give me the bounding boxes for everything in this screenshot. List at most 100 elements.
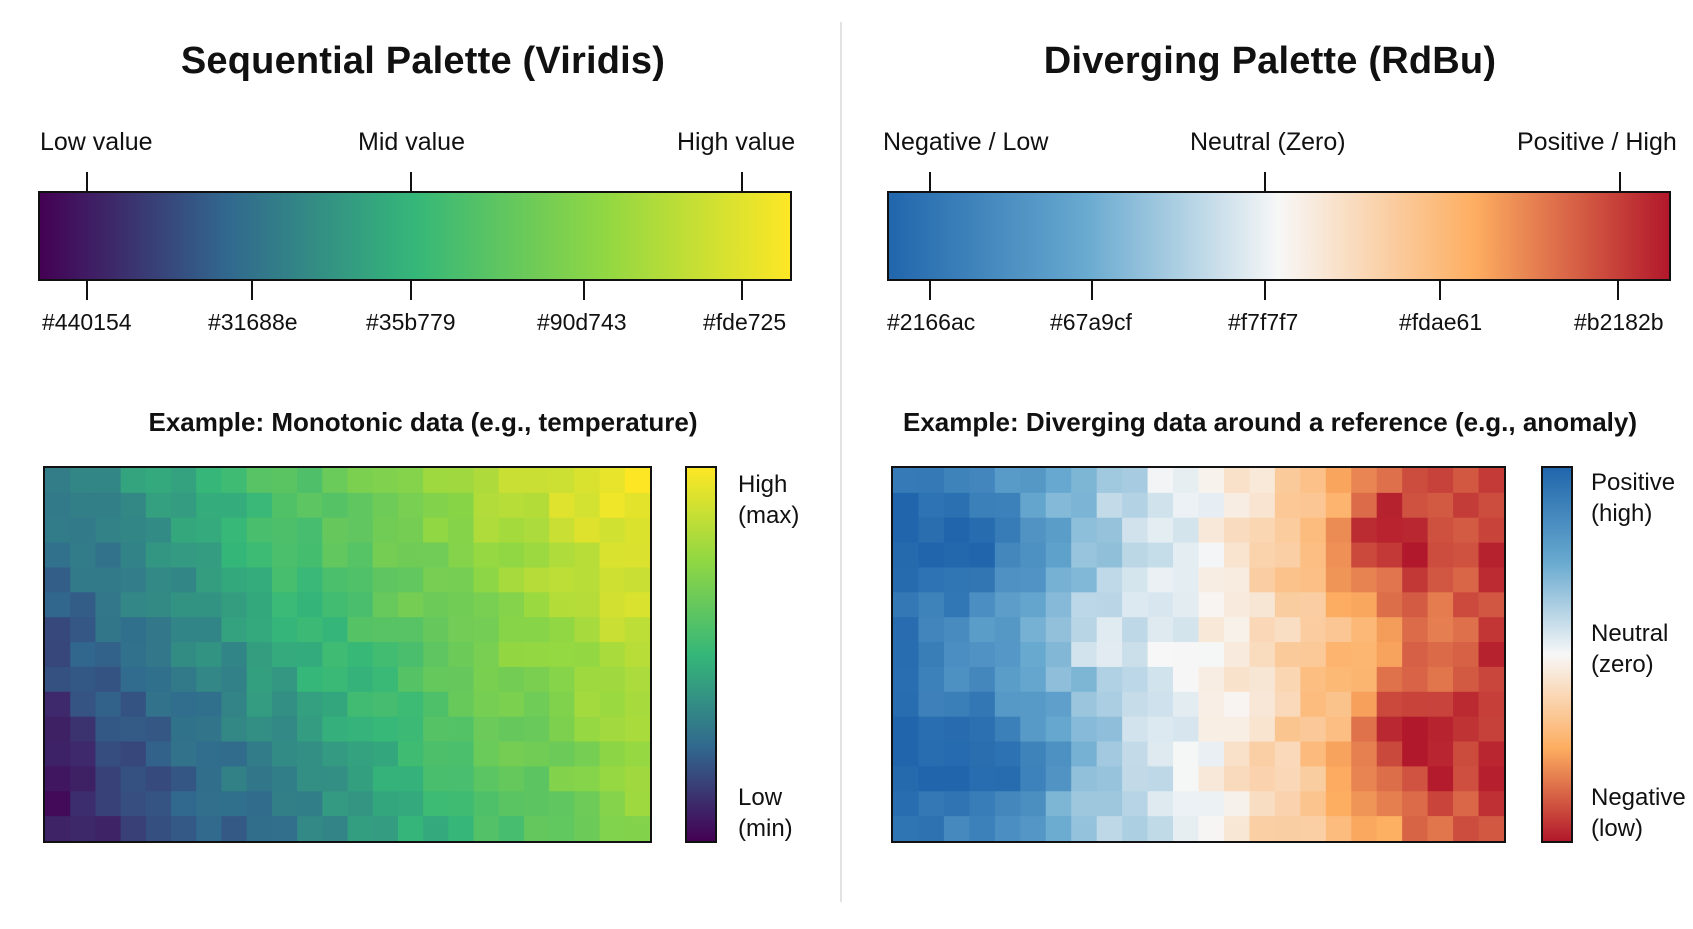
- sequential-heatmap-cell: [322, 492, 349, 519]
- sequential-heatmap-cell: [271, 517, 298, 544]
- ramp-top-tick: [929, 172, 931, 191]
- sequential-heatmap-cell: [473, 666, 500, 693]
- sequential-heatmap-cell: [549, 542, 575, 569]
- sequential-heatmap-cell: [448, 816, 475, 841]
- sequential-heatmap-cell: [322, 691, 349, 718]
- diverging-heatmap-cell: [1096, 766, 1123, 792]
- ramp-bottom-tick: [583, 281, 585, 300]
- sequential-heatmap-cell: [599, 642, 626, 668]
- ramp-bottom-tick: [1264, 281, 1266, 300]
- sequential-heatmap-cell: [574, 468, 601, 494]
- sequential-heatmap-cell: [423, 642, 449, 668]
- sequential-heatmap-cell: [372, 617, 399, 643]
- ramp-top-tick: [86, 172, 88, 191]
- diverging-heatmap-cell: [1402, 468, 1429, 494]
- sequential-heatmap-cell: [297, 492, 323, 519]
- sequential-heatmap-cell: [498, 617, 525, 643]
- diverging-heatmap-cell: [893, 741, 920, 767]
- sequential-heatmap-cell: [120, 542, 147, 569]
- sequential-heatmap-cell: [347, 567, 374, 593]
- sequential-heatmap-cell: [473, 468, 500, 494]
- sequential-heatmap-cell: [473, 716, 500, 743]
- sequential-heatmap-cell: [599, 766, 626, 792]
- sequential-heatmap-cell: [246, 592, 273, 618]
- sequential-heatmap-cell: [574, 816, 601, 841]
- diverging-heatmap-cell: [1173, 468, 1200, 494]
- diverging-heatmap-cell: [1274, 642, 1301, 668]
- diverging-heatmap-cell: [1020, 617, 1047, 643]
- sequential-heatmap-cell: [448, 691, 475, 718]
- diverging-heatmap-cell: [994, 542, 1021, 569]
- diverging-heatmap-cell: [1198, 517, 1225, 544]
- sequential-heatmap-cell: [271, 791, 298, 817]
- sequential-heatmap-cell: [297, 666, 323, 693]
- diverging-heatmap-cell: [1147, 542, 1174, 569]
- diverging-heatmap-cell: [1274, 766, 1301, 792]
- diverging-heatmap-cell: [1122, 691, 1149, 718]
- diverging-heatmap-cell: [1351, 468, 1378, 494]
- sequential-heatmap-cell: [473, 517, 500, 544]
- sequential-heatmap-cell: [574, 542, 601, 569]
- sequential-heatmap-cell: [347, 816, 374, 841]
- diverging-heatmap-cell: [1147, 766, 1174, 792]
- sequential-heatmap-cell: [624, 691, 650, 718]
- diverging-heatmap-cell: [1147, 816, 1174, 841]
- sequential-heatmap-cell: [498, 691, 525, 718]
- diverging-heatmap-cell: [1071, 716, 1098, 743]
- ramp-label-positive: Positive / High: [1517, 128, 1677, 156]
- sequential-heatmap-cell: [271, 816, 298, 841]
- diverging-heatmap-cell: [969, 592, 996, 618]
- sequential-heatmap-cell: [70, 716, 97, 743]
- diverging-heatmap-cell: [1198, 592, 1225, 618]
- diverging-heatmap-cell: [1020, 592, 1047, 618]
- sequential-heatmap-cell: [549, 666, 575, 693]
- diverging-heatmap-cell: [1045, 741, 1072, 767]
- diverging-heatmap-cell: [1325, 816, 1352, 841]
- diverging-heatmap-cell: [1071, 567, 1098, 593]
- diverging-heatmap-cell: [1402, 816, 1429, 841]
- sequential-heatmap-cell: [599, 567, 626, 593]
- sequential-heatmap-cell: [196, 766, 223, 792]
- diverging-heatmap-cell: [1376, 642, 1403, 668]
- sequential-heatmap-cell: [599, 691, 626, 718]
- diverging-heatmap-cell: [918, 592, 945, 618]
- sequential-heatmap-cell: [196, 592, 223, 618]
- diverging-heatmap-cell: [994, 816, 1021, 841]
- diverging-heatmap-cell: [1249, 741, 1276, 767]
- diverging-heatmap-cell: [1122, 766, 1149, 792]
- sequential-heatmap-cell: [120, 468, 147, 494]
- sequential-heatmap-cell: [423, 468, 449, 494]
- sequential-heatmap-cell: [347, 766, 374, 792]
- sequential-heatmap-cell: [171, 666, 197, 693]
- diverging-heatmap-cell: [918, 617, 945, 643]
- diverging-heatmap-cell: [994, 617, 1021, 643]
- diverging-heatmap-cell: [1249, 517, 1276, 544]
- sequential-heatmap-cell: [221, 592, 248, 618]
- sequential-heatmap-cell: [221, 567, 248, 593]
- sequential-heatmap-cell: [322, 567, 349, 593]
- diverging-heatmap-cell: [1478, 691, 1504, 718]
- sequential-heatmap-cell: [347, 642, 374, 668]
- diverging-heatmap-cell: [969, 617, 996, 643]
- sequential-heatmap-cell: [297, 816, 323, 841]
- sequential-heatmap-cell: [498, 791, 525, 817]
- diverging-heatmap-cell: [1376, 691, 1403, 718]
- sequential-heatmap-cell: [95, 816, 122, 841]
- diverging-heatmap-cell: [1045, 642, 1072, 668]
- sequential-heatmap-cell: [45, 592, 71, 618]
- sequential-heatmap-cell: [599, 492, 626, 519]
- sequential-heatmap-cell: [297, 468, 323, 494]
- sequential-heatmap-cell: [145, 791, 172, 817]
- diverging-heatmap-cell: [1147, 592, 1174, 618]
- diverging-heatmap-cell: [943, 542, 970, 569]
- sequential-heatmap-cell: [347, 666, 374, 693]
- diverging-heatmap-cell: [1351, 666, 1378, 693]
- diverging-heatmap-cell: [994, 492, 1021, 519]
- diverging-heatmap-cell: [1402, 492, 1429, 519]
- diverging-heatmap-cell: [1325, 691, 1352, 718]
- sequential-heatmap-cell: [196, 492, 223, 519]
- sequential-heatmap-cell: [70, 468, 97, 494]
- sequential-heatmap-cell: [246, 691, 273, 718]
- diverging-heatmap-cell: [1071, 741, 1098, 767]
- sequential-heatmap-cell: [95, 517, 122, 544]
